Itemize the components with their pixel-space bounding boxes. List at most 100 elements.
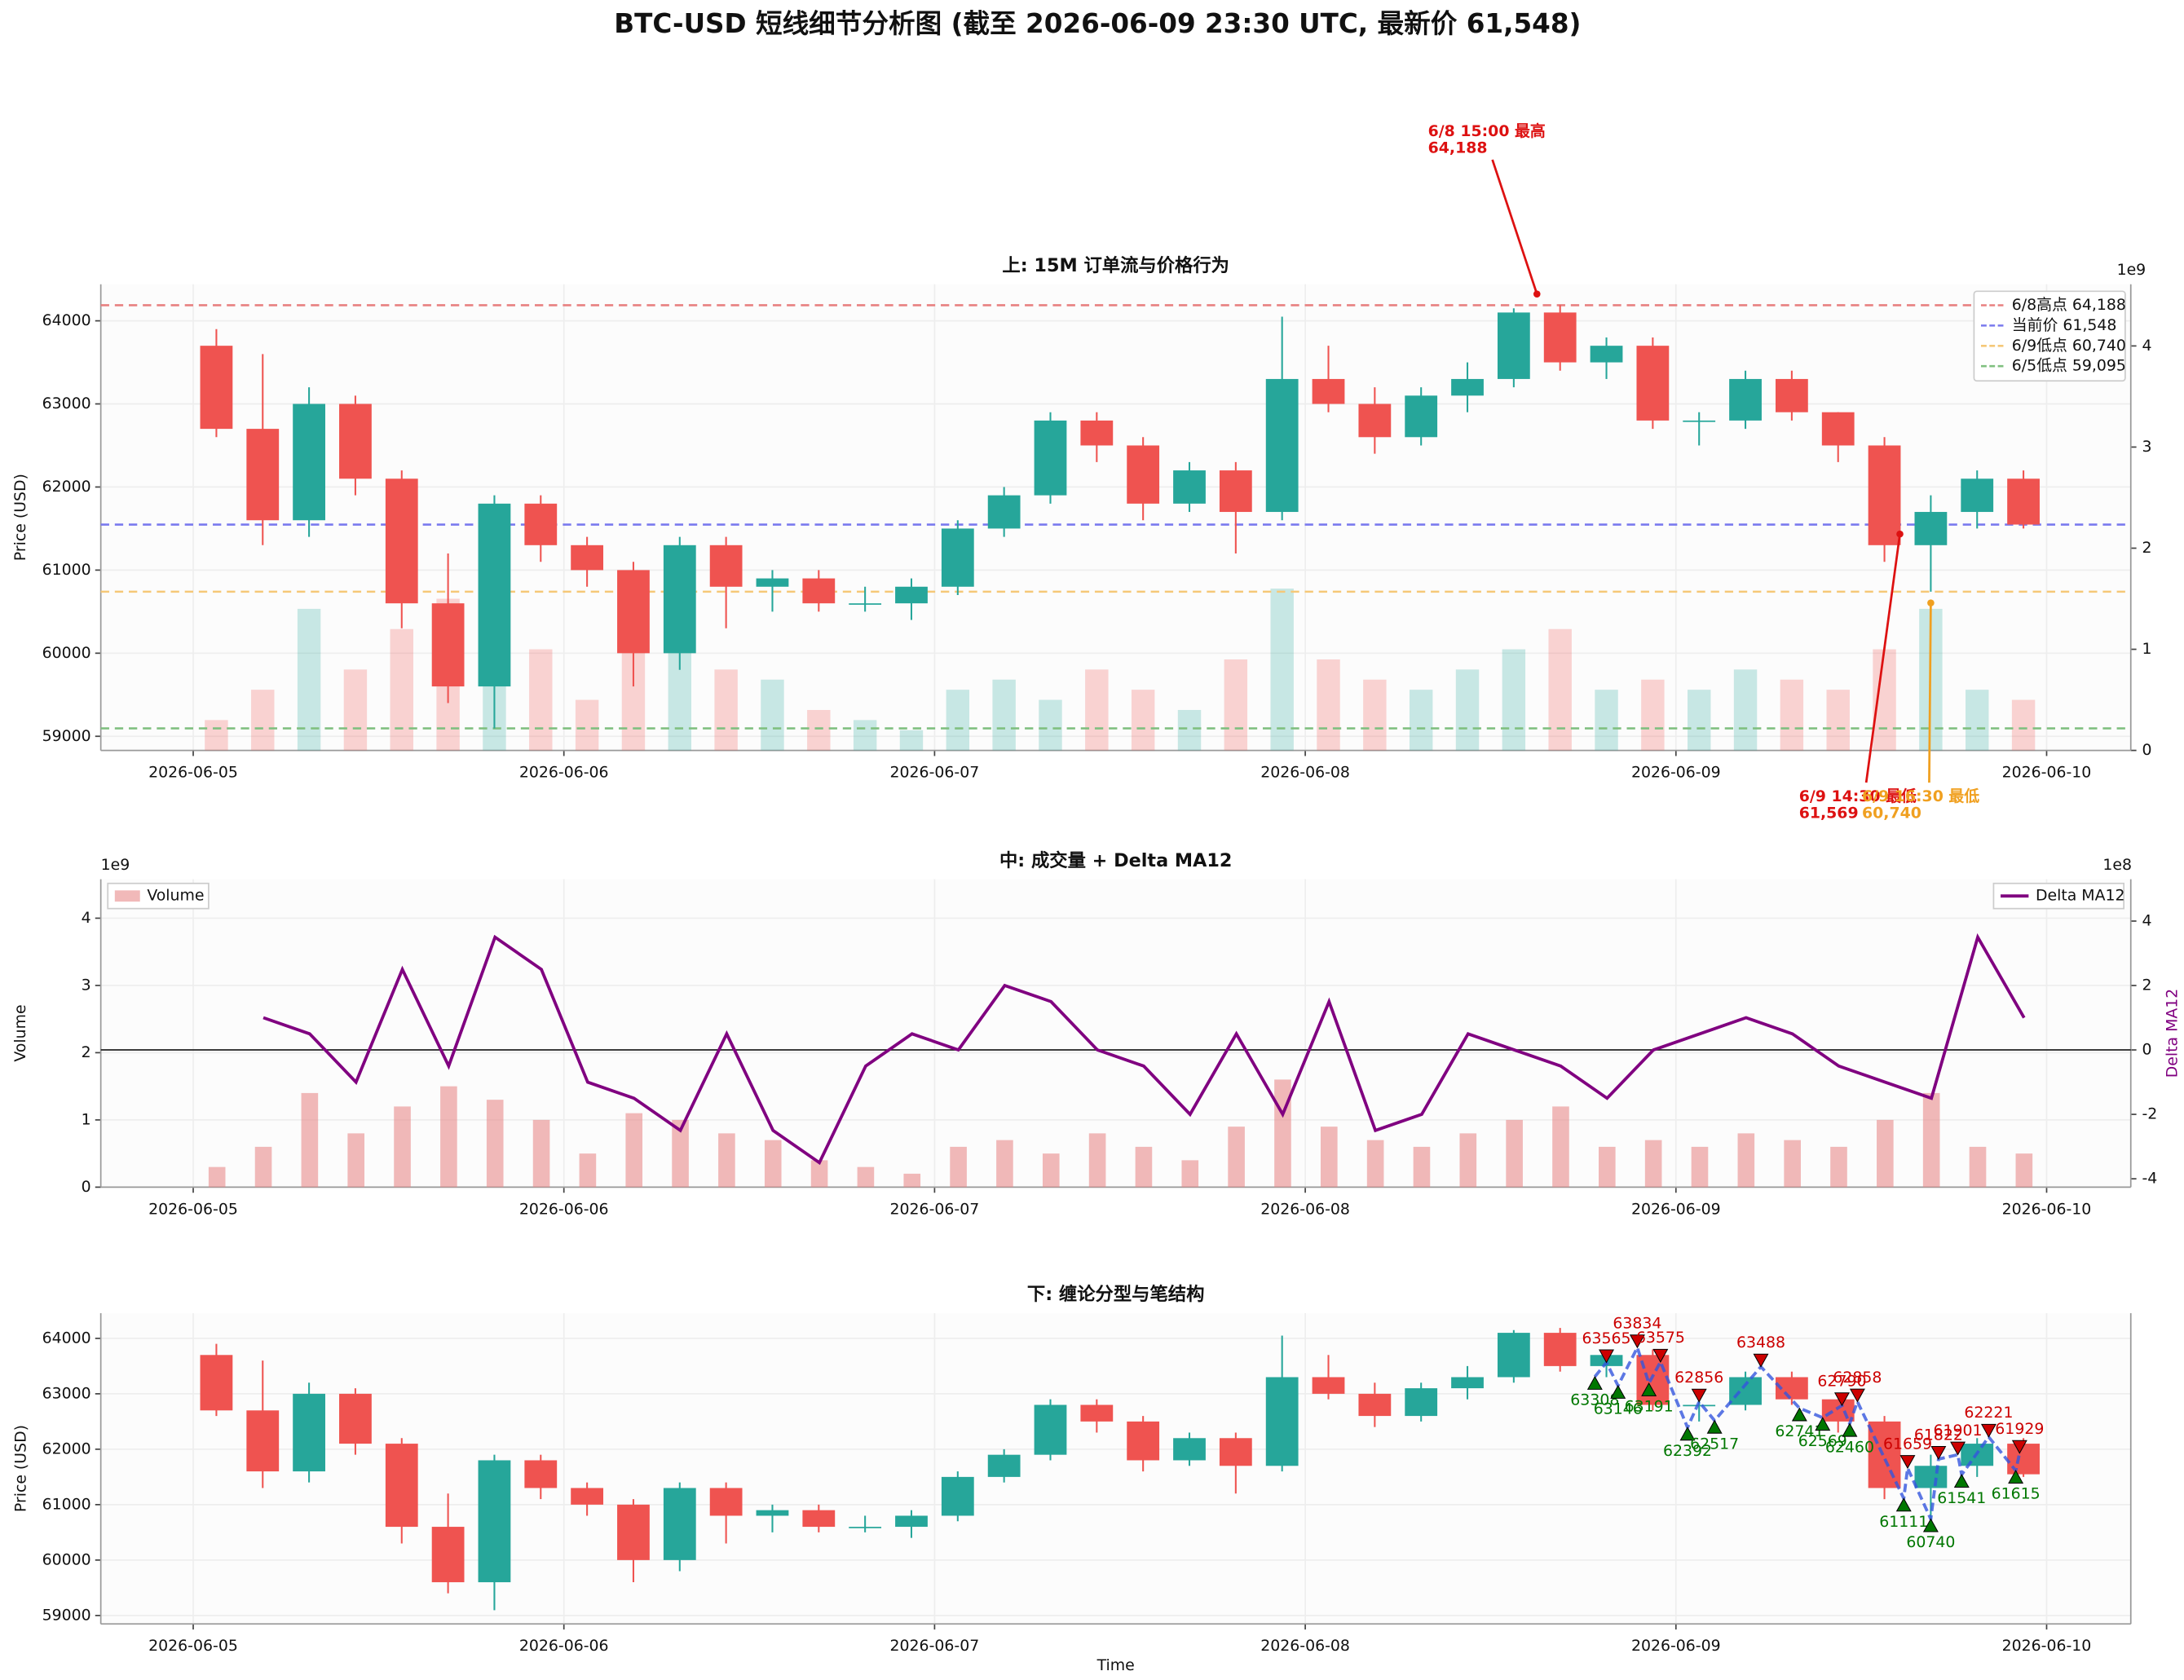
volume-bar	[1459, 1133, 1477, 1188]
y-tick-label: 59000	[42, 1606, 91, 1624]
volume-bar	[946, 690, 970, 751]
annotation-value: 64,188	[1428, 139, 1488, 157]
legend-label: 6/5低点 59,095	[2012, 357, 2126, 375]
volume-bar	[1552, 1106, 1569, 1188]
candle-body	[849, 603, 882, 605]
candle-body	[431, 1527, 465, 1583]
top-fractal	[1652, 1348, 1669, 1363]
x-tick-label: 2026-06-10	[2002, 764, 2092, 782]
volume-bar	[1830, 1146, 1847, 1188]
volume-bar	[2015, 1153, 2033, 1188]
fractal-label: 62569	[1798, 1432, 1847, 1450]
candle-body	[617, 1504, 650, 1560]
x-tick-label: 2026-06-05	[148, 764, 238, 782]
candle-body	[2007, 1444, 2040, 1475]
volume-bar	[853, 720, 877, 751]
annotation-value: 61,569	[1799, 804, 1859, 822]
legend-label: 当前价 61,548	[2012, 316, 2117, 334]
x-tick-label: 2026-06-05	[148, 1637, 238, 1655]
volume-bar	[807, 709, 831, 751]
fractal-label: 61901	[1934, 1422, 1983, 1440]
bottom-fractal	[1706, 1419, 1723, 1434]
candle-body	[802, 1510, 836, 1528]
candle-body	[1821, 1399, 1855, 1422]
volume-bar	[297, 608, 321, 751]
candle-body	[1127, 1421, 1160, 1461]
fractal-label: 62392	[1663, 1442, 1712, 1460]
top-fractal	[1691, 1388, 1707, 1403]
candle-body	[709, 1488, 743, 1516]
top-fractal	[1833, 1392, 1850, 1407]
volume-bar	[529, 649, 553, 751]
volume-bar	[205, 720, 228, 751]
candle-body	[478, 503, 511, 687]
volume-bar	[251, 690, 275, 751]
legend-swatch	[114, 890, 140, 902]
annotation-value: 60,740	[1862, 804, 1921, 822]
volume-bar	[1644, 1140, 1662, 1188]
volume-bar	[903, 1173, 921, 1188]
candle-body	[1080, 1404, 1114, 1422]
candle-body	[756, 578, 789, 587]
fractal-label: 61615	[1992, 1485, 2041, 1503]
top-fractal	[1753, 1353, 1769, 1368]
x-tick-label: 2026-06-05	[148, 1200, 238, 1218]
y-axis-label: Price (USD)	[11, 1425, 29, 1512]
pen-line	[1593, 1343, 2022, 1525]
volume-bar	[390, 628, 413, 751]
candle-body	[385, 478, 418, 604]
annotation-arrow	[1928, 602, 1932, 783]
volume-bar	[1366, 1140, 1384, 1188]
fractal-label: 61541	[1937, 1489, 1986, 1507]
candle-body	[849, 1527, 882, 1528]
annotation-text: 6/9 14:30 最低	[1799, 787, 1917, 805]
fractal-label: 61659	[1883, 1435, 1932, 1453]
fractal-label: 62856	[1674, 1369, 1723, 1387]
bottom-fractal	[2008, 1469, 2024, 1484]
bottom-fractal	[1610, 1384, 1626, 1399]
annotation-arrow	[1864, 533, 1901, 783]
x-tick-label: 2026-06-07	[890, 1200, 980, 1218]
volume-bar	[1135, 1146, 1153, 1188]
x-tick-label: 2026-06-06	[519, 1637, 609, 1655]
candle-body	[1451, 378, 1484, 396]
y-tick-label: 61000	[42, 561, 91, 579]
volume-bar	[575, 699, 599, 751]
fractal-label: 62460	[1825, 1438, 1874, 1456]
y-tick-label: 60000	[42, 644, 91, 662]
top-fractal	[2011, 1440, 2027, 1454]
candle-body	[1451, 1377, 1484, 1389]
fractal-label: 61822	[1914, 1426, 1963, 1444]
candle-body	[1034, 420, 1067, 496]
candle-body	[293, 403, 325, 521]
candle-body	[1265, 1377, 1299, 1466]
y2-tick-label: 2	[2142, 539, 2151, 557]
candle-body	[339, 403, 372, 479]
bottom-fractal	[1586, 1375, 1603, 1390]
volume-bar	[714, 669, 738, 751]
volume-bar	[1228, 1127, 1245, 1188]
candle-body	[200, 1355, 233, 1411]
y-tick-label: 2	[82, 1043, 91, 1061]
fractal-label: 62790	[1817, 1372, 1866, 1390]
delta-line	[263, 933, 2026, 1166]
volume-bar	[761, 679, 784, 751]
annotation-head	[1896, 530, 1904, 538]
top-fractal	[1930, 1446, 1947, 1461]
y2-tick-label: -2	[2142, 1105, 2157, 1123]
volume-bar	[1413, 1146, 1431, 1188]
candle-body	[1080, 420, 1114, 446]
fractal-label: 62858	[1833, 1369, 1882, 1387]
y2-tick-label: 2	[2142, 976, 2151, 994]
candle-body	[941, 528, 974, 587]
candle-body	[1775, 378, 1808, 412]
volume-bar	[764, 1140, 782, 1188]
volume-bar	[625, 1113, 643, 1188]
y-tick-label: 62000	[42, 1440, 91, 1457]
candle-body	[571, 545, 604, 571]
y-tick-label: 63000	[42, 1384, 91, 1402]
legend-box	[1992, 882, 2125, 910]
candle-body	[1543, 312, 1577, 363]
candle-body	[663, 1488, 696, 1560]
x-tick-label: 2026-06-09	[1631, 764, 1721, 782]
